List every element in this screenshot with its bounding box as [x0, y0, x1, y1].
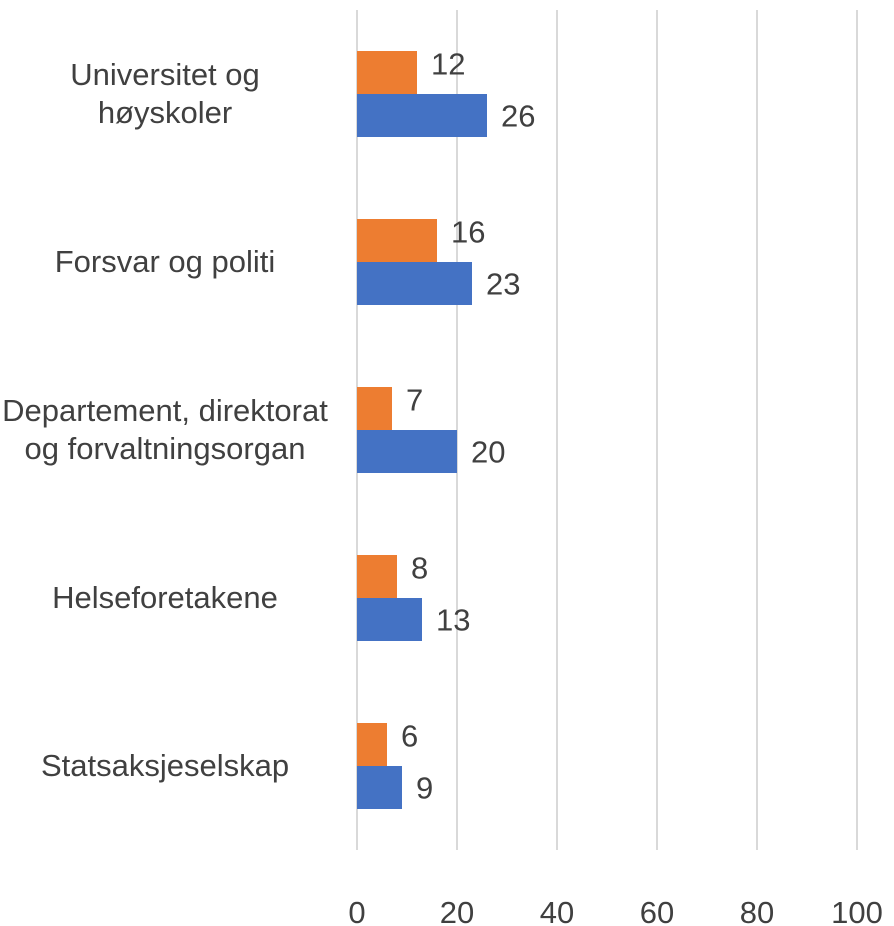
bar: [357, 262, 472, 305]
value-label: 20: [471, 435, 505, 470]
x-tick-label: 20: [440, 895, 474, 926]
value-label: 9: [416, 771, 433, 806]
bar: [357, 723, 387, 766]
value-label: 7: [406, 383, 423, 418]
bar: [357, 387, 392, 430]
bar: [357, 555, 397, 598]
bar: [357, 430, 457, 473]
category-label: Statsaksjeselskap: [40, 748, 290, 783]
bar: [357, 598, 422, 641]
value-label: 6: [401, 719, 418, 754]
bar: [357, 51, 417, 94]
category-label: Departement, direktorat og forvaltningso…: [2, 393, 328, 466]
value-label: 23: [486, 267, 520, 302]
value-label: 13: [436, 603, 470, 638]
x-tick-label: 80: [740, 895, 774, 926]
value-label: 8: [411, 551, 428, 586]
category-label: Helseforetakene: [52, 580, 278, 615]
category-label: Forsvar og politi: [54, 244, 276, 279]
bar: [357, 219, 437, 262]
x-tick-label: 60: [640, 895, 674, 926]
value-label: 12: [431, 47, 465, 82]
x-tick-label: 0: [348, 895, 365, 926]
x-tick-label: 40: [540, 895, 574, 926]
category-label: Universitet og høyskoler: [70, 57, 260, 130]
x-tick-label: 100: [831, 895, 883, 926]
value-label: 26: [501, 99, 535, 134]
bar: [357, 766, 402, 809]
value-label: 16: [451, 215, 485, 250]
bar: [357, 94, 487, 137]
